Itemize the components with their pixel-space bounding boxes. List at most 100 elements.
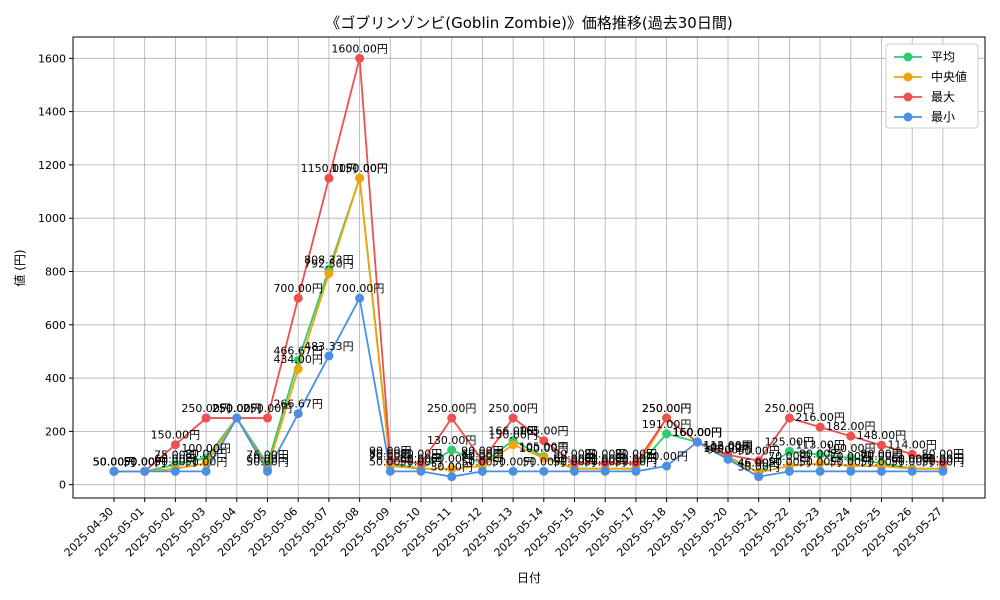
data-label-1: 80.00円 — [185, 447, 228, 460]
data-label-2: 165.00円 — [519, 425, 569, 438]
data-label-3: 50.00円 — [830, 455, 873, 468]
data-label-3: 50.00円 — [553, 455, 596, 468]
data-label-3: 266.67円 — [273, 398, 323, 411]
data-label-1: 60.00円 — [922, 453, 965, 466]
data-point-3 — [201, 466, 211, 476]
data-label-3: 50.00円 — [584, 455, 627, 468]
data-label-2: 182.00円 — [826, 420, 876, 433]
data-point-2 — [355, 53, 365, 63]
data-label-0: 50.00円 — [123, 455, 166, 468]
data-label-1: 70.00円 — [860, 450, 903, 463]
data-label-2: 148.00円 — [857, 429, 907, 442]
data-point-0 — [447, 445, 457, 455]
data-point-3 — [140, 466, 150, 476]
data-label-3: 50.00円 — [492, 455, 535, 468]
data-label-2: 90.00円 — [737, 445, 780, 458]
data-label-3: 50.00円 — [922, 455, 965, 468]
data-label-0: 60.00円 — [553, 453, 596, 466]
data-label-3: 50.00円 — [185, 455, 228, 468]
legend-marker — [903, 92, 913, 102]
data-point-2 — [447, 413, 457, 423]
data-label-1: 160.00円 — [673, 426, 723, 439]
y-tick-label: 400 — [45, 372, 66, 385]
data-point-1 — [293, 364, 303, 374]
legend-marker — [903, 52, 913, 62]
data-label-2: 80.00円 — [922, 447, 965, 460]
y-tick-label: 1000 — [38, 212, 66, 225]
data-label-1: 792.50円 — [304, 257, 354, 270]
data-point-3 — [170, 466, 180, 476]
data-label-0: 105.00円 — [703, 441, 753, 454]
data-label-0: 160.00円 — [673, 426, 723, 439]
data-label-1: 150.00円 — [488, 429, 538, 442]
data-label-1: 60.00円 — [246, 453, 289, 466]
data-label-0: 80.00円 — [461, 447, 504, 460]
data-label-0: 250.00円 — [212, 402, 262, 415]
data-point-2 — [570, 458, 579, 468]
data-label-0: 808.33円 — [304, 253, 354, 266]
data-label-2: 216.00円 — [795, 411, 845, 424]
data-point-2 — [263, 413, 272, 423]
data-label-3: 700.00円 — [335, 282, 385, 295]
y-tick-label: 200 — [45, 425, 66, 438]
data-point-3 — [662, 461, 672, 471]
data-point-3 — [784, 466, 794, 476]
data-point-2 — [508, 413, 518, 423]
data-point-2 — [846, 431, 856, 441]
data-point-2 — [938, 458, 948, 468]
data-point-1 — [447, 464, 457, 474]
data-point-3 — [938, 466, 948, 476]
data-point-3 — [324, 351, 334, 361]
data-label-1: 60.00円 — [430, 453, 473, 466]
data-label-1: 80.00円 — [799, 447, 842, 460]
data-label-2: 112.00円 — [703, 439, 753, 452]
data-label-0: 1150.00円 — [331, 162, 388, 175]
data-point-3 — [692, 437, 702, 447]
data-label-3: 50.00円 — [123, 455, 166, 468]
y-tick-label: 0 — [59, 479, 66, 492]
data-label-1: 70.00円 — [369, 450, 412, 463]
data-point-2 — [907, 449, 917, 459]
legend-label: 最大 — [931, 90, 955, 104]
data-point-3 — [293, 409, 303, 419]
data-label-3: 50.00円 — [768, 455, 811, 468]
data-label-1: 60.00円 — [615, 453, 658, 466]
data-label-2: 700.00円 — [273, 282, 323, 295]
data-label-1: 1150.00円 — [331, 162, 388, 175]
legend-label: 最小 — [931, 110, 955, 124]
data-point-2 — [662, 413, 672, 423]
data-label-0: 46.00円 — [737, 456, 780, 469]
data-point-1 — [355, 173, 365, 183]
y-axis-label: 値 (円) — [12, 249, 27, 286]
y-tick-label: 1600 — [38, 52, 66, 65]
data-label-1: 70.00円 — [768, 450, 811, 463]
data-label-3: 50.00円 — [154, 455, 197, 468]
series-group — [109, 53, 948, 482]
data-point-2 — [324, 173, 334, 183]
data-point-3 — [508, 466, 518, 476]
data-label-3: 50.00円 — [369, 455, 412, 468]
data-label-0: 80.00円 — [860, 447, 903, 460]
data-point-2 — [600, 458, 610, 468]
data-label-1: 60.00円 — [553, 453, 596, 466]
data-label-2: 50.00円 — [123, 455, 166, 468]
data-label-3: 50.00円 — [93, 455, 136, 468]
series-line-2 — [114, 58, 944, 473]
data-label-1: 60.00円 — [584, 453, 627, 466]
data-point-3 — [263, 466, 272, 476]
data-label-1: 50.00円 — [123, 455, 166, 468]
legend-marker — [903, 112, 913, 122]
data-label-0: 60.00円 — [584, 453, 627, 466]
y-tick-label: 1200 — [38, 159, 66, 172]
data-label-1: 250.00円 — [642, 402, 692, 415]
data-label-2: 80.00円 — [553, 447, 596, 460]
data-label-0: 50.00円 — [93, 455, 136, 468]
chart-title: 《ゴブリンゾンビ(Goblin Zombie)》価格推移(過去30日間) — [325, 14, 732, 32]
data-point-3 — [570, 466, 579, 476]
data-label-0: 75.00円 — [154, 449, 197, 462]
data-label-0: 60.00円 — [891, 453, 934, 466]
data-point-3 — [815, 466, 825, 476]
data-label-3: 50.00円 — [400, 455, 443, 468]
data-label-0: 105.00円 — [519, 441, 569, 454]
